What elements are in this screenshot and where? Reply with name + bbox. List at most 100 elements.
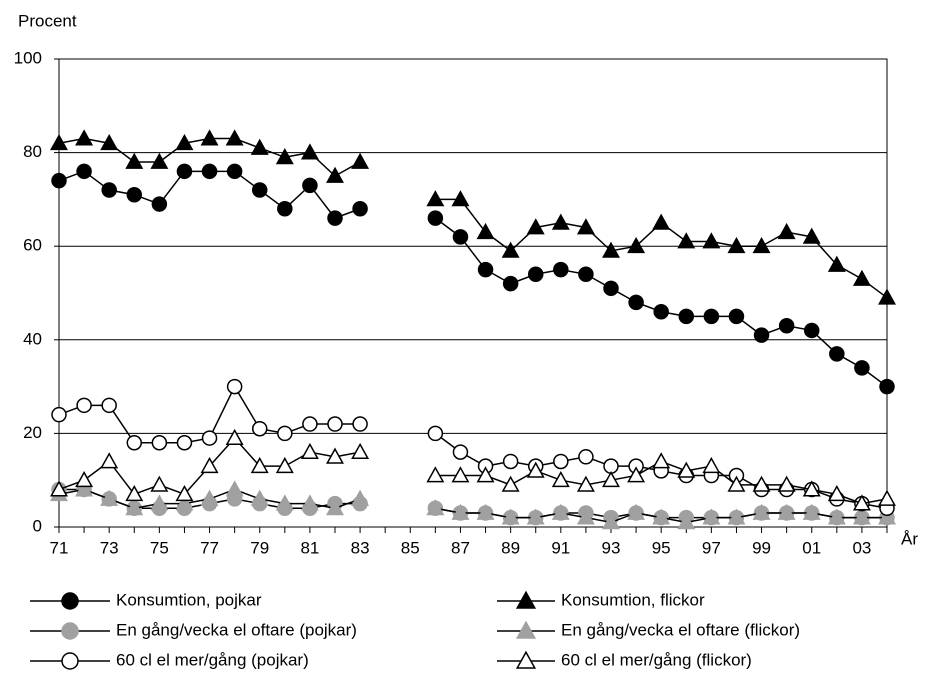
- data-point: [627, 236, 646, 254]
- x-tick-label: 71: [50, 538, 69, 557]
- data-point: [802, 227, 821, 244]
- x-tick-label: 89: [501, 538, 520, 557]
- data-point: [677, 513, 696, 530]
- series-line: [58, 170, 888, 388]
- data-point: [75, 480, 94, 497]
- plot-frame: [58, 58, 888, 528]
- data-point: [878, 489, 896, 506]
- data-point: [727, 236, 746, 254]
- data-point: [628, 294, 644, 311]
- data-point: [225, 129, 244, 146]
- legend-label: Konsumtion, pojkar: [116, 590, 262, 609]
- data-point: [827, 255, 846, 272]
- data-point: [327, 416, 343, 432]
- x-axis-label: År: [901, 529, 918, 548]
- data-point: [752, 236, 771, 254]
- data-point: [327, 210, 343, 226]
- data-point: [476, 222, 495, 240]
- data-point: [300, 442, 319, 460]
- data-point: [578, 449, 594, 465]
- data-point: [250, 138, 269, 155]
- data-point: [502, 453, 519, 470]
- legend-label: En gång/vecka el oftare (pojkar): [116, 620, 357, 639]
- y-axis-label: Procent: [18, 11, 77, 30]
- legend-marker: [515, 620, 537, 639]
- data-point: [777, 475, 796, 492]
- data-point: [678, 308, 695, 325]
- data-point: [451, 503, 470, 520]
- data-point: [126, 186, 143, 203]
- data-point: [150, 152, 169, 169]
- data-point: [451, 466, 470, 483]
- legend-marker: [515, 650, 537, 669]
- data-point: [50, 480, 68, 497]
- data-point: [100, 133, 119, 151]
- x-tick-label: 85: [401, 538, 420, 557]
- data-point: [702, 232, 721, 249]
- legend-label: 60 cl el mer/gång (flickor): [561, 650, 752, 669]
- x-tick-label: 97: [702, 538, 721, 557]
- data-point: [802, 480, 821, 497]
- legend-marker: [61, 622, 79, 640]
- data-point: [225, 480, 244, 497]
- data-point: [452, 229, 469, 245]
- x-tick-label: 79: [250, 538, 269, 557]
- x-tick-label: 03: [852, 538, 871, 557]
- data-point: [150, 494, 169, 511]
- data-point: [200, 489, 219, 506]
- data-point: [753, 327, 770, 343]
- data-point: [527, 266, 544, 283]
- data-point: [827, 508, 846, 525]
- data-point: [251, 182, 268, 198]
- data-point: [302, 416, 318, 432]
- data-point: [677, 461, 696, 478]
- data-point: [652, 213, 671, 230]
- data-point: [226, 378, 243, 395]
- x-tick-label: 91: [551, 538, 570, 557]
- data-point: [677, 232, 696, 249]
- data-point: [803, 322, 820, 339]
- x-tick-label: 81: [300, 538, 319, 557]
- data-point: [852, 508, 871, 525]
- series-line: [58, 137, 888, 299]
- data-point: [702, 456, 721, 474]
- data-point: [602, 513, 620, 530]
- data-point: [300, 494, 319, 511]
- legend-marker: [61, 652, 79, 670]
- data-point: [50, 133, 68, 151]
- data-point: [576, 508, 595, 525]
- data-point: [76, 163, 92, 180]
- data-point: [578, 266, 594, 283]
- data-point: [501, 241, 520, 258]
- data-point: [827, 484, 846, 502]
- data-point: [551, 470, 570, 488]
- x-tick-label: 95: [652, 538, 671, 557]
- data-point: [551, 503, 570, 520]
- data-point: [326, 447, 344, 464]
- data-point: [702, 508, 721, 525]
- data-point: [426, 466, 445, 483]
- data-point: [653, 303, 669, 320]
- x-tick-label: 83: [351, 538, 370, 557]
- data-point: [727, 475, 746, 492]
- data-point: [526, 508, 545, 525]
- y-tick-label: 60: [23, 236, 42, 255]
- legend-label: En gång/vecka el oftare (flickor): [561, 620, 800, 639]
- data-point: [126, 435, 143, 451]
- data-point: [275, 494, 294, 511]
- data-point: [878, 288, 896, 305]
- data-point: [75, 129, 94, 146]
- x-tick-label: 01: [802, 538, 821, 557]
- data-point: [351, 442, 370, 460]
- data-point: [426, 190, 445, 207]
- data-point: [752, 503, 771, 520]
- data-point: [352, 201, 368, 217]
- data-point: [728, 308, 745, 325]
- data-point: [151, 435, 168, 451]
- x-tick-label: 99: [752, 538, 771, 557]
- data-point: [51, 172, 67, 189]
- data-point: [300, 143, 319, 160]
- data-point: [351, 152, 370, 169]
- data-point: [200, 456, 219, 474]
